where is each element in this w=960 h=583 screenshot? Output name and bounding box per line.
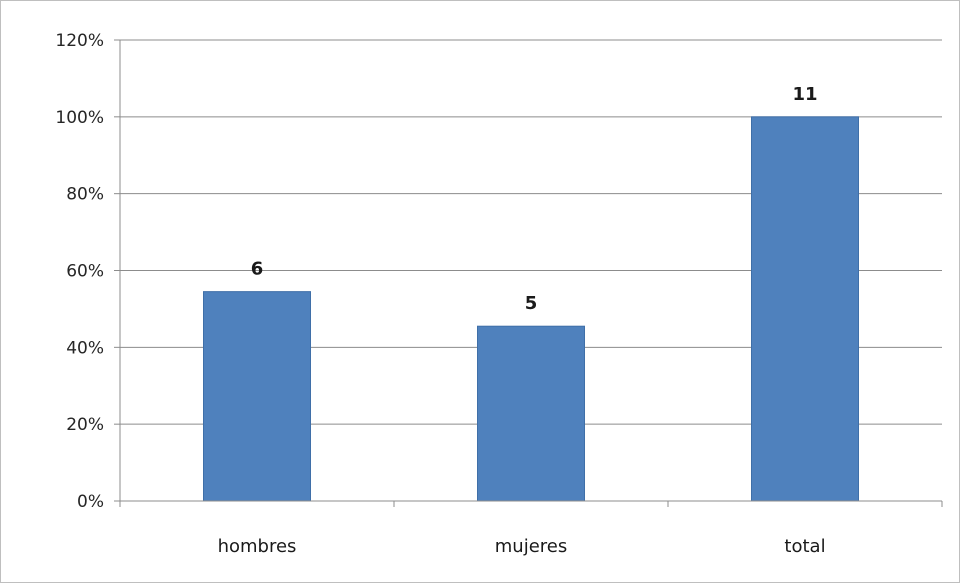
y-tick-label: 0% <box>77 492 104 512</box>
axes <box>114 39 943 507</box>
y-tick-label: 60% <box>66 262 104 282</box>
y-tick-label: 80% <box>66 185 104 205</box>
y-tick-label: 120% <box>55 31 104 51</box>
x-axis-category-labels: hombres mujeres total <box>218 536 826 557</box>
bar-total <box>751 116 859 502</box>
y-tick-label: 20% <box>66 415 104 435</box>
data-label: 11 <box>792 84 817 105</box>
y-tick-label: 40% <box>66 338 104 358</box>
y-axis-tick-labels: 0% 20% 40% 60% 80% 100% 120% <box>55 31 104 512</box>
bar-hombres <box>203 291 311 502</box>
data-label: 5 <box>525 293 538 314</box>
data-labels: 6 5 11 <box>251 84 818 314</box>
x-category-label: mujeres <box>495 536 567 557</box>
data-label: 6 <box>251 259 264 280</box>
x-category-label: total <box>784 536 825 557</box>
x-category-label: hombres <box>218 536 297 557</box>
bars <box>203 116 859 502</box>
bar-mujeres <box>477 325 585 502</box>
y-tick-label: 100% <box>55 108 104 128</box>
